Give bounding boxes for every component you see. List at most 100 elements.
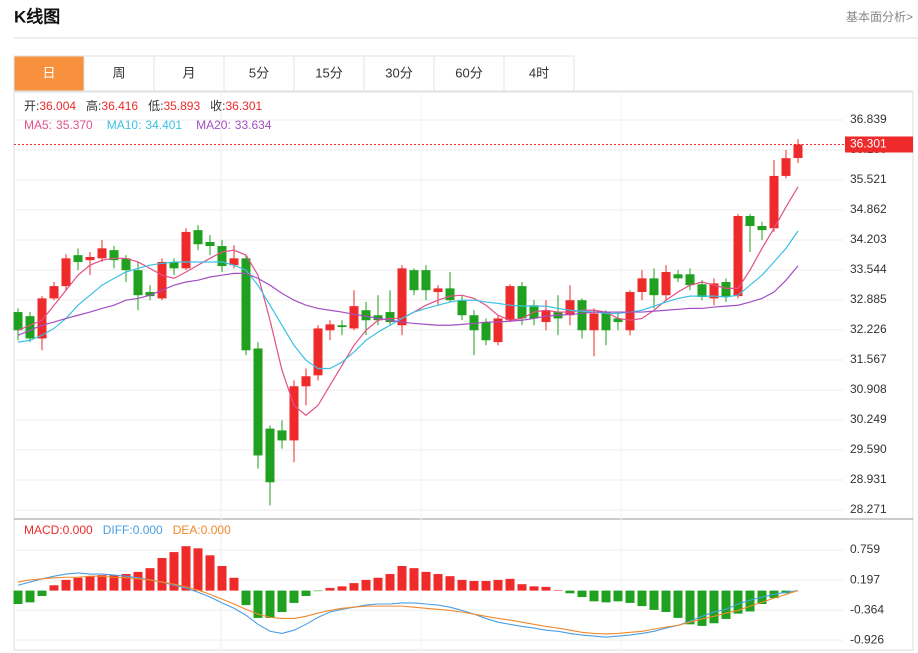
y-tick-label: -0.364 [850,602,884,616]
y-tick-label: 32.226 [850,322,887,336]
macd-bar [97,575,107,591]
ohlc-label: 开: [24,99,39,113]
macd-bar [577,590,587,598]
candle-body [721,282,731,298]
tab[interactable]: 5分 [223,55,295,92]
tab[interactable]: 15分 [293,55,365,92]
tab-label[interactable]: 5分 [249,65,269,80]
macd-bar [433,574,443,591]
candle-body [193,230,203,245]
legend-name: MA5: [24,118,52,132]
macd-bar [109,575,119,591]
candle-body [409,270,419,291]
ohlc-label: 收: [210,99,225,113]
candle-body [505,286,515,321]
last-price-label: 36.301 [850,137,887,151]
macd-bar [553,590,563,591]
tab-label[interactable]: 日 [42,65,55,80]
macd-bar [541,586,551,591]
macd-bar [421,571,431,591]
macd-bar [169,552,179,591]
y-tick-label: 34.203 [850,232,887,246]
tab-label[interactable]: 15分 [315,65,342,80]
tab-label[interactable]: 30分 [385,65,412,80]
candle-body [13,312,23,331]
candle-body [793,144,803,159]
candle-body [253,348,263,456]
candle-body [337,325,347,328]
macd-bar [385,574,395,591]
tab-label[interactable]: 月 [182,65,195,80]
macd-bar [697,590,707,626]
legend-name: MA10: [107,118,142,132]
candle-body [229,258,239,266]
candle-body [385,312,395,323]
candle-body [745,216,755,227]
tab-bg[interactable] [153,55,225,92]
tab[interactable]: 30分 [363,55,435,92]
candle-body [217,246,227,267]
tab-bg[interactable] [293,55,365,92]
tab[interactable]: 周 [83,55,155,92]
macd-bar [745,590,755,612]
candle-body [757,226,767,231]
macd-bar [637,590,647,607]
candle-body [685,274,695,286]
macd-bar [37,590,47,596]
macd-bar [445,576,455,591]
macd-bar [85,576,95,591]
y-tick-label: 34.862 [850,202,887,216]
macd-bar [301,590,311,596]
candle-body [781,158,791,176]
tab[interactable]: 4时 [503,55,575,92]
legend-name: MA20: [196,118,231,132]
legend-value: 0.000 [133,523,163,537]
y-tick-label: 30.249 [850,412,887,426]
macd-bar [241,590,251,606]
tab[interactable]: 月 [153,55,225,92]
tab-bg[interactable] [83,55,155,92]
candle-body [421,270,431,291]
tab-label[interactable]: 4时 [529,65,549,80]
macd-bar [25,590,35,603]
candle-body [361,310,371,321]
chart-frame [13,91,914,651]
macd-bar [337,586,347,591]
macd-bar [589,590,599,602]
ohlc-label: 低: [148,99,163,113]
candle-body [265,428,275,483]
macd-bar [313,590,323,592]
candle-body [301,376,311,387]
tab-bg[interactable] [13,55,85,92]
y-tick-label: 31.567 [850,352,887,366]
ohlc-value: 36.004 [39,99,76,113]
y-tick-label: 32.885 [850,292,887,306]
candle-body [397,268,407,326]
tab-bg[interactable] [433,55,505,92]
ma-line [17,230,799,370]
macd-bar [325,587,335,591]
y-tick-label: 28.931 [850,472,887,486]
candle-body [481,322,491,341]
tab-bg[interactable] [503,55,575,92]
page-title: K线图 [14,6,60,26]
candle-body [637,278,647,293]
macd-bar [469,580,479,591]
tab-label[interactable]: 60分 [455,65,482,80]
candle-body [325,324,335,331]
macd-bar [649,590,659,610]
analysis-link[interactable]: 基本面分析> [846,10,913,24]
candle-body [565,300,575,316]
candle-body [49,286,59,299]
tab[interactable]: 60分 [433,55,505,92]
macd-bar [457,579,467,591]
tab-label[interactable]: 周 [112,65,125,80]
candle-body [61,258,71,287]
macd-bar [181,546,191,591]
candle-body [589,313,599,331]
candle-body [649,278,659,296]
candle-body [145,292,155,297]
tab[interactable]: 日 [13,55,85,92]
macd-legend: MACD:0.000 DIFF:0.000 DEA:0.000 [24,523,231,537]
